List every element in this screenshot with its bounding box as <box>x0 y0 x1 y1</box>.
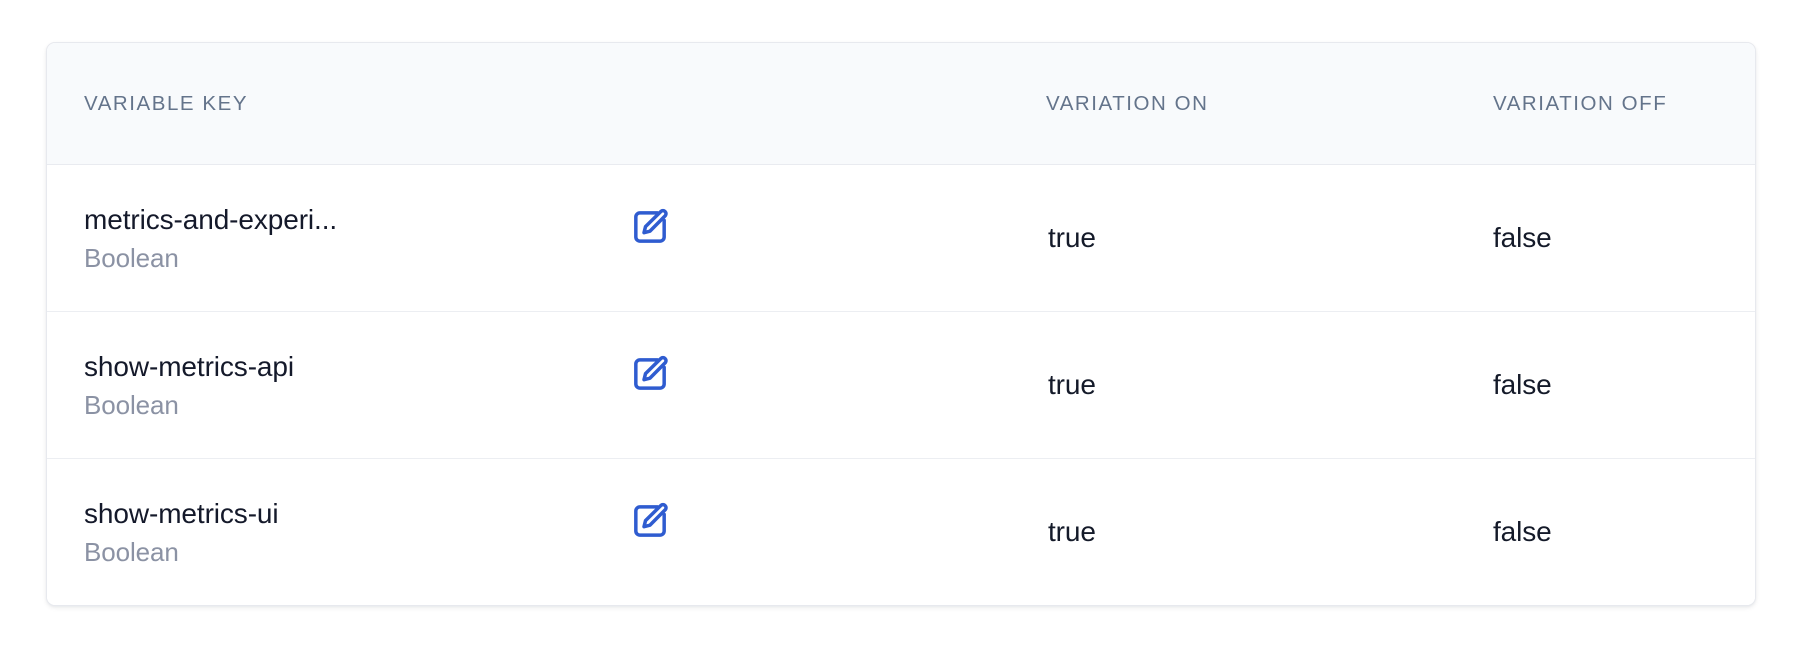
edit-pencil-square-icon <box>630 501 670 541</box>
cell-variable-key: metrics-and-experi... Boolean <box>47 203 599 274</box>
variable-key-name: show-metrics-api <box>84 350 294 382</box>
cell-variation-off: false <box>1493 221 1755 254</box>
cell-edit <box>599 355 1046 396</box>
cell-variation-off: false <box>1493 515 1755 548</box>
cell-variation-off: false <box>1493 368 1755 401</box>
variable-key-type: Boolean <box>84 536 179 567</box>
table-header-cell-variable-key: VARIABLE KEY <box>47 92 599 116</box>
table-row: show-metrics-api Boolean true false <box>47 312 1755 459</box>
variable-key-name: metrics-and-experi... <box>84 203 338 235</box>
column-header-variable-key: VARIABLE KEY <box>84 91 249 115</box>
table-header-row: VARIABLE KEY VARIATION ON VARIATION OFF <box>47 43 1755 165</box>
variation-off-value: false <box>1493 516 1552 548</box>
variable-key-name: show-metrics-ui <box>84 497 279 529</box>
cell-variable-key: show-metrics-ui Boolean <box>47 497 599 568</box>
edit-variable-button[interactable] <box>628 352 672 396</box>
column-header-variation-off: VARIATION OFF <box>1493 91 1668 115</box>
table-row: metrics-and-experi... Boolean true fal <box>47 165 1755 312</box>
cell-variation-on: true <box>1046 221 1493 254</box>
table-header-cell-variation-on: VARIATION ON <box>1046 92 1493 116</box>
table-header-cell-variation-off: VARIATION OFF <box>1493 92 1755 116</box>
cell-variation-on: true <box>1046 368 1493 401</box>
table-row: show-metrics-ui Boolean true false <box>47 459 1755 605</box>
variations-table-card: VARIABLE KEY VARIATION ON VARIATION OFF … <box>46 42 1756 606</box>
edit-variable-button[interactable] <box>628 499 672 543</box>
variation-on-value: true <box>1048 369 1096 401</box>
edit-variable-button[interactable] <box>628 205 672 249</box>
variable-key-type: Boolean <box>84 389 179 420</box>
cell-edit <box>599 208 1046 249</box>
cell-variation-on: true <box>1046 515 1493 548</box>
variation-on-value: true <box>1048 516 1096 548</box>
cell-edit <box>599 502 1046 543</box>
variable-key-type: Boolean <box>84 242 179 273</box>
edit-pencil-square-icon <box>630 207 670 247</box>
variation-off-value: false <box>1493 369 1552 401</box>
edit-pencil-square-icon <box>630 354 670 394</box>
column-header-variation-on: VARIATION ON <box>1046 91 1209 115</box>
variation-off-value: false <box>1493 222 1552 254</box>
cell-variable-key: show-metrics-api Boolean <box>47 350 599 421</box>
variation-on-value: true <box>1048 222 1096 254</box>
